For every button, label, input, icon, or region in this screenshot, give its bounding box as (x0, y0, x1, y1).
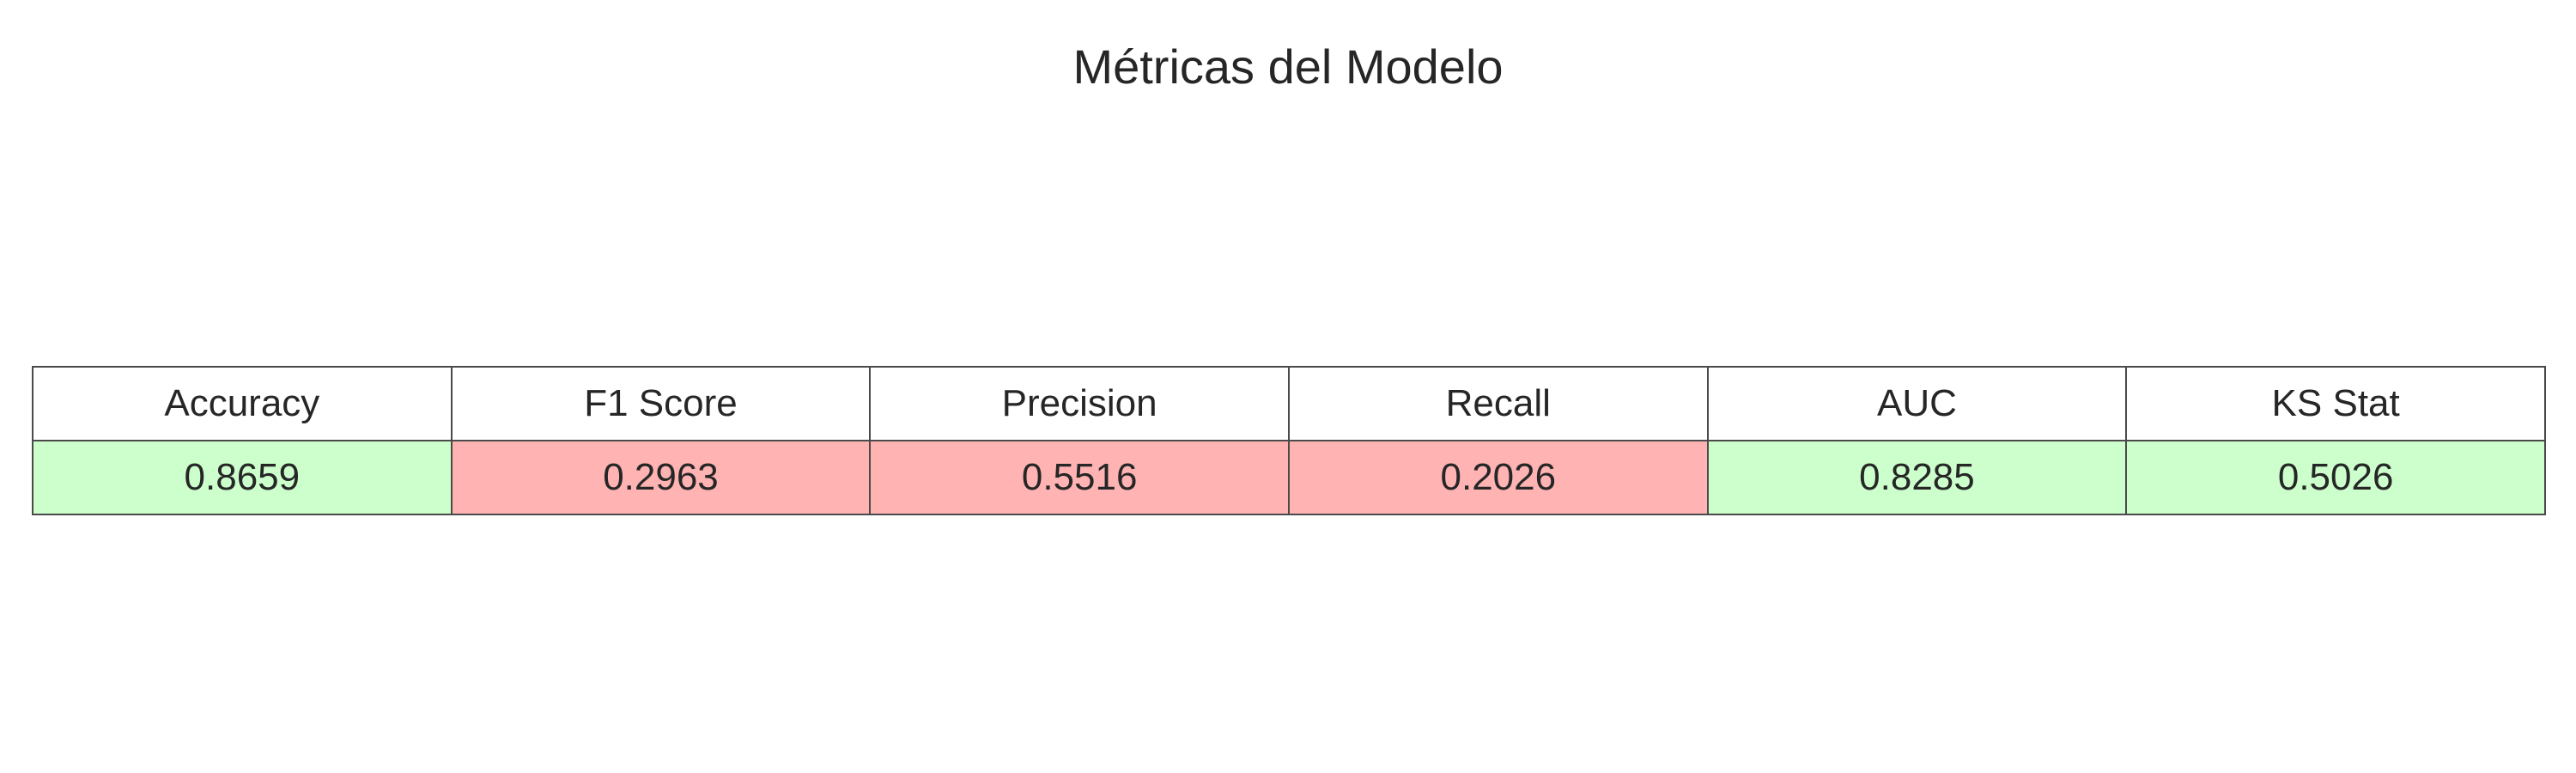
header-cell-ks-stat: KS Stat (2125, 366, 2546, 441)
value-cell-precision: 0.5516 (869, 440, 1290, 515)
metrics-table: Accuracy F1 Score Precision Recall AUC K… (32, 366, 2546, 515)
header-cell-auc: AUC (1706, 366, 2128, 441)
value-cell-recall: 0.2026 (1287, 440, 1709, 515)
header-row: Accuracy F1 Score Precision Recall AUC K… (32, 366, 2546, 441)
header-cell-precision: Precision (869, 366, 1290, 441)
value-cell-ks-stat: 0.5026 (2125, 440, 2546, 515)
value-row: 0.8659 0.2963 0.5516 0.2026 0.8285 0.502… (32, 440, 2546, 515)
value-cell-f1-score: 0.2963 (450, 440, 872, 515)
header-cell-accuracy: Accuracy (32, 366, 453, 441)
chart-title: Métricas del Modelo (1072, 40, 1504, 94)
value-cell-auc: 0.8285 (1706, 440, 2128, 515)
value-cell-accuracy: 0.8659 (32, 440, 453, 515)
header-cell-f1-score: F1 Score (450, 366, 872, 441)
header-cell-recall: Recall (1287, 366, 1709, 441)
